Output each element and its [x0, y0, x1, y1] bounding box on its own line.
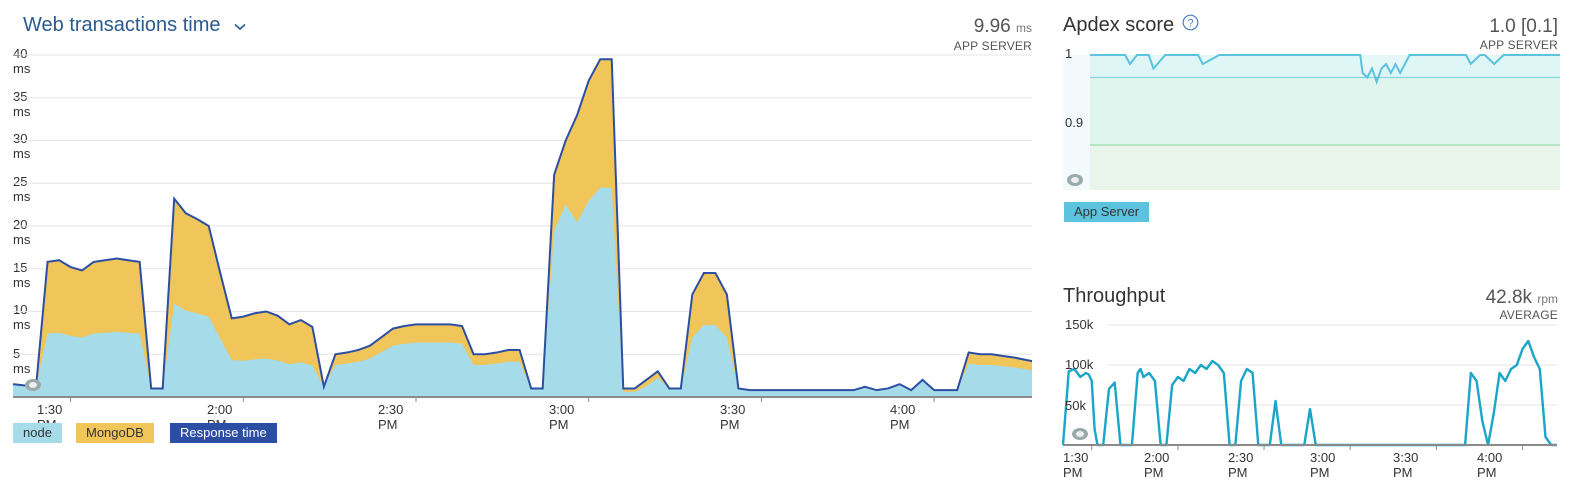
throughput-metric-label: AVERAGE: [1499, 308, 1558, 322]
drag-handle-icon[interactable]: [1067, 174, 1083, 186]
apdex-title-text: Apdex score: [1063, 14, 1175, 36]
main-metric-value: 9.96: [973, 16, 1011, 37]
main-chart-plot[interactable]: [0, 0, 1040, 420]
x-tick: 4:00 PM: [1477, 450, 1503, 480]
legend-mongodb[interactable]: MongoDB: [76, 423, 154, 443]
throughput-metric-value: 42.8k: [1485, 287, 1533, 308]
main-metric-label: APP SERVER: [953, 39, 1032, 53]
y-tick: 30 ms: [13, 131, 31, 161]
y-tick: 5 ms: [13, 346, 31, 376]
x-tick: 3:30 PM: [1393, 450, 1419, 480]
apdex-metric-label: APP SERVER: [1479, 38, 1558, 52]
apdex-chart-plot[interactable]: [1060, 40, 1560, 200]
main-chart-title[interactable]: Web transactions time: [23, 14, 246, 37]
throughput-chart-plot[interactable]: [1060, 310, 1560, 450]
apdex-area: [1090, 55, 1560, 190]
x-tick: 1:30 PM: [1063, 450, 1089, 480]
legend-app-server[interactable]: App Server: [1064, 202, 1150, 222]
apdex-metric-value: 1.0 [0.1]: [1489, 16, 1558, 37]
x-tick: 2:00 PM: [1144, 450, 1170, 480]
apdex-title: Apdex score ?: [1063, 14, 1199, 37]
chevron-down-icon[interactable]: [234, 14, 246, 37]
x-tick: 4:00 PM: [890, 402, 916, 432]
y-tick: 20 ms: [13, 217, 31, 247]
apdex-y-tick: 0.9: [1065, 115, 1084, 130]
tp-y-tick: 100k: [1065, 357, 1094, 372]
drag-handle-icon[interactable]: [25, 379, 41, 391]
apdex-left-margin: [1063, 55, 1090, 190]
apdex-band-fair: [1090, 145, 1560, 190]
x-tick: 2:30 PM: [1228, 450, 1254, 480]
x-tick: 3:00 PM: [549, 402, 575, 432]
main-metric: 9.96 ms: [974, 16, 1032, 38]
apdex-y-tick: 1: [1065, 46, 1073, 61]
tp-y-tick: 50k: [1065, 398, 1086, 413]
x-tick: 2:30 PM: [378, 402, 404, 432]
y-tick: 40 ms: [13, 46, 31, 76]
node-area: [13, 187, 1032, 397]
y-tick: 10 ms: [13, 302, 31, 332]
legend-node[interactable]: node: [13, 423, 62, 443]
apdex-line: [1090, 54, 1560, 86]
y-tick: 25 ms: [13, 174, 31, 204]
question-circle-icon[interactable]: ?: [1182, 14, 1199, 37]
drag-handle-icon[interactable]: [1072, 428, 1088, 440]
x-tick: 3:30 PM: [720, 402, 746, 432]
legend-response-time[interactable]: Response time: [170, 423, 277, 443]
throughput-metric-unit: rpm: [1537, 292, 1558, 306]
throughput-metric: 42.8k rpm: [1486, 287, 1558, 309]
y-tick: 15 ms: [13, 260, 31, 290]
x-tick: 3:00 PM: [1310, 450, 1336, 480]
throughput-line: [1061, 339, 1557, 447]
main-metric-unit: ms: [1016, 21, 1032, 35]
throughput-title: Throughput: [1063, 285, 1166, 307]
main-chart-title-text: Web transactions time: [23, 14, 221, 36]
y-tick: 35 ms: [13, 89, 31, 119]
apdex-band-good: [1090, 77, 1560, 145]
svg-text:?: ?: [1187, 18, 1193, 30]
response-time-line: [12, 58, 1033, 392]
tp-y-tick: 150k: [1065, 317, 1094, 332]
